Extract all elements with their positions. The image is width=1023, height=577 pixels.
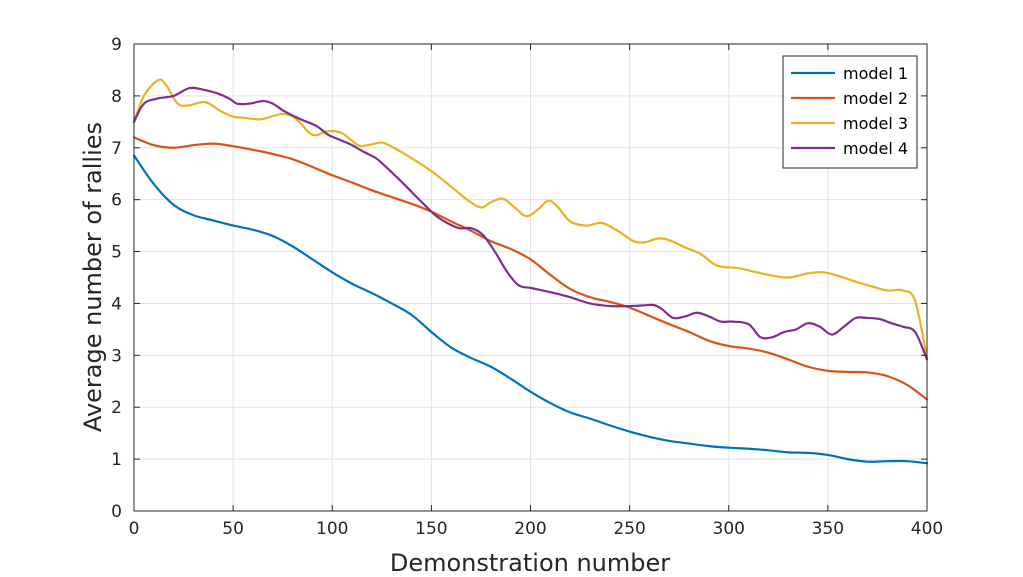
legend-label: model 1 <box>843 64 908 83</box>
y-axis-label: Average number of rallies <box>79 122 107 432</box>
x-tick-label: 200 <box>514 519 546 539</box>
x-tick-label: 150 <box>415 519 447 539</box>
x-tick-label: 100 <box>316 519 348 539</box>
legend-label: model 3 <box>843 114 908 133</box>
y-axis-ticks: 0 1 2 3 4 5 6 7 8 9 <box>111 35 927 522</box>
series-line-model-1 <box>132 154 929 465</box>
y-tick-label: 8 <box>111 87 122 107</box>
x-tick-label: 400 <box>911 519 943 539</box>
legend-box <box>782 55 918 169</box>
y-tick-label: 0 <box>111 502 122 522</box>
y-tick-label: 9 <box>111 35 122 55</box>
x-tick-label: 0 <box>129 519 140 539</box>
legend-label: model 2 <box>843 89 908 108</box>
y-tick-label: 6 <box>111 191 122 211</box>
series-line-model-4 <box>132 86 929 361</box>
series-line-model-3 <box>132 78 929 360</box>
x-tick-label: 300 <box>713 519 745 539</box>
y-tick-label: 4 <box>111 294 122 314</box>
y-tick-label: 7 <box>111 139 122 159</box>
x-tick-label: 350 <box>812 519 844 539</box>
x-axis-ticks: 0 50 100 150 200 250 300 350 400 <box>129 44 943 539</box>
x-tick-label: 50 <box>222 519 244 539</box>
y-tick-label: 2 <box>111 398 122 418</box>
series-line-model-2 <box>132 136 929 401</box>
y-tick-label: 3 <box>111 346 122 366</box>
legend-label: model 4 <box>843 139 908 158</box>
y-tick-label: 5 <box>111 243 122 263</box>
legend: model 1 model 2 model 3 model 4 <box>782 55 918 169</box>
series-lines <box>132 78 929 465</box>
x-tick-label: 250 <box>613 519 645 539</box>
y-tick-label: 1 <box>111 450 122 470</box>
x-axis-label: Demonstration number <box>390 549 670 577</box>
